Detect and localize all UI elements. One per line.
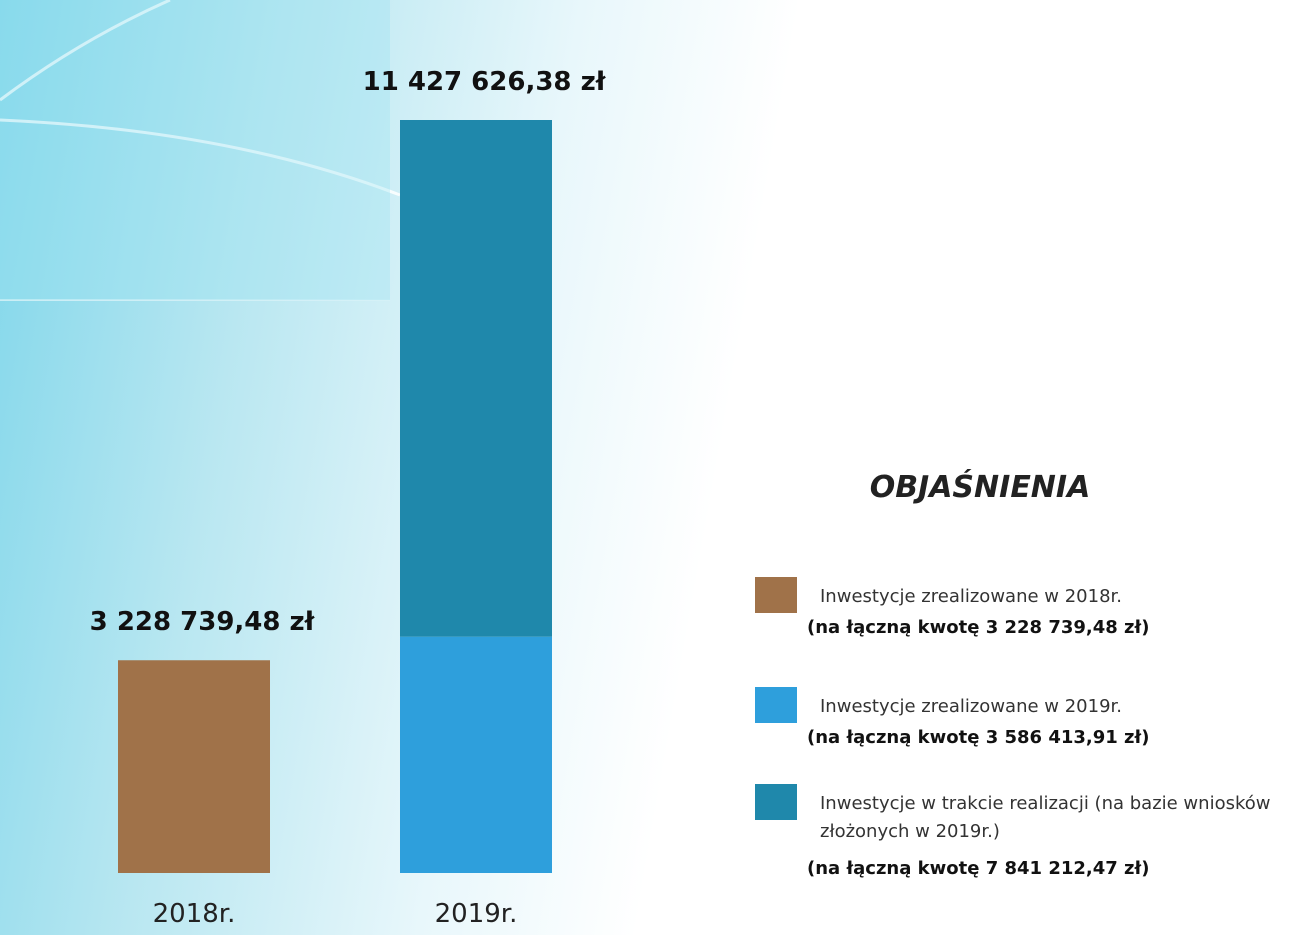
background-decoration bbox=[0, 0, 401, 301]
category-label: 2019r. bbox=[435, 899, 518, 929]
legend-swatch bbox=[755, 784, 797, 820]
legend-detail: (na łączną kwotę 3 586 413,91 zł) bbox=[807, 727, 1150, 748]
legend-swatch bbox=[755, 577, 797, 613]
category-label: 2018r. bbox=[153, 899, 236, 929]
total-label: 3 228 739,48 zł bbox=[90, 607, 316, 637]
bar-segment bbox=[400, 636, 552, 873]
background-panel bbox=[0, 0, 390, 300]
legend-label: Inwestycje zrealizowane w 2018r. bbox=[820, 586, 1122, 607]
legend-detail: (na łączną kwotę 3 228 739,48 zł) bbox=[807, 617, 1150, 638]
bar-segment bbox=[400, 120, 552, 637]
total-label: 11 427 626,38 zł bbox=[363, 67, 607, 97]
legend-title: OBJAŚNIENIA bbox=[869, 470, 1091, 505]
bar-segment bbox=[118, 660, 270, 873]
legend-detail: (na łączną kwotę 7 841 212,47 zł) bbox=[807, 858, 1150, 879]
legend-label: Inwestycje w trakcie realizacji (na bazi… bbox=[820, 793, 1271, 842]
legend-label: Inwestycje zrealizowane w 2019r. bbox=[820, 696, 1122, 717]
legend-swatch bbox=[755, 687, 797, 723]
